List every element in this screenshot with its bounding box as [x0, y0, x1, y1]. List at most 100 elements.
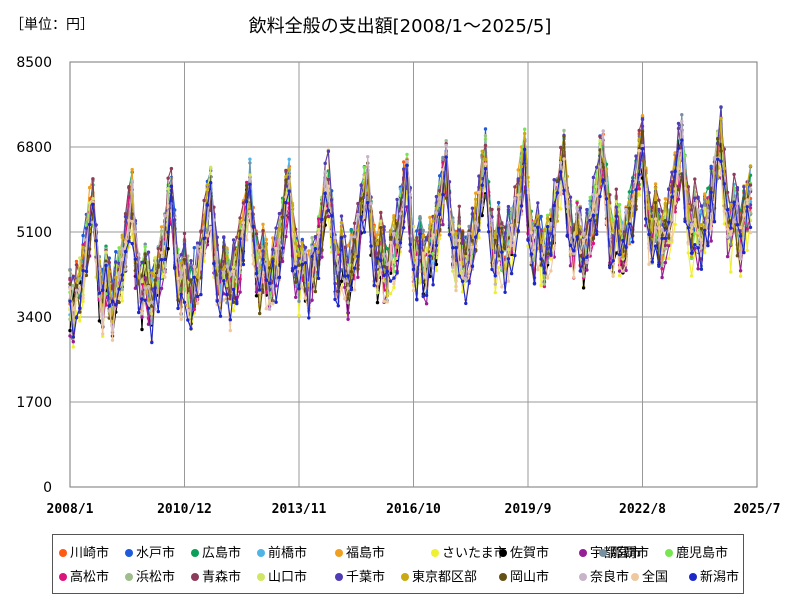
series-point	[722, 209, 726, 213]
series-point	[709, 166, 713, 171]
series-point	[578, 250, 582, 255]
legend-label: 広島市	[202, 546, 242, 561]
series-point	[176, 306, 180, 311]
series-point	[464, 240, 468, 244]
series-point	[451, 269, 455, 273]
series-point	[375, 232, 380, 237]
series-point	[568, 250, 573, 254]
series-point	[526, 238, 530, 242]
series-point	[375, 282, 380, 286]
series-point	[683, 219, 687, 224]
series-point	[107, 269, 112, 274]
series-point	[405, 205, 409, 209]
series-point	[173, 265, 177, 269]
series-point	[104, 250, 108, 254]
series-point	[748, 173, 753, 177]
series-point	[709, 186, 713, 190]
series-point	[411, 224, 416, 229]
series-point	[601, 178, 605, 182]
series-point	[467, 279, 471, 283]
series-point	[735, 223, 740, 227]
series-point	[591, 175, 596, 180]
series-point	[617, 212, 622, 216]
series-point	[467, 229, 471, 233]
series-point	[670, 170, 674, 174]
series-point	[470, 239, 475, 243]
series-point	[745, 248, 749, 253]
series-point	[696, 195, 700, 199]
series-point	[631, 179, 635, 183]
series-point	[297, 253, 301, 258]
series-point	[166, 187, 170, 191]
series-point	[516, 193, 520, 197]
series-point	[595, 232, 599, 236]
series-point	[110, 299, 115, 303]
series-point	[428, 215, 432, 220]
series-point	[84, 273, 89, 278]
series-point	[287, 189, 291, 193]
series-point	[454, 238, 458, 242]
series-point	[388, 271, 393, 275]
series-point	[689, 229, 694, 234]
series-point	[130, 241, 134, 246]
series-point	[719, 171, 723, 175]
series-point	[676, 197, 681, 201]
series-point	[267, 299, 272, 303]
series-point	[676, 146, 681, 150]
series-point	[660, 275, 664, 280]
series-point	[483, 157, 488, 162]
series-point	[235, 266, 239, 270]
series-point	[568, 195, 573, 199]
series-point	[627, 199, 632, 204]
y-tick-label: 3400	[16, 310, 52, 326]
series-point	[336, 304, 340, 308]
series-point	[457, 228, 461, 232]
series-point	[428, 254, 432, 258]
series-point	[421, 234, 425, 238]
series-point	[192, 246, 196, 250]
series-point	[182, 242, 187, 247]
series-point	[245, 183, 249, 188]
series-point	[631, 240, 635, 244]
series-point	[395, 197, 399, 202]
legend-marker	[579, 549, 587, 557]
series-point	[572, 251, 576, 256]
series-point	[712, 156, 717, 160]
series-point	[657, 264, 661, 268]
legend-item: 高松市	[59, 566, 109, 585]
series-point	[84, 226, 89, 230]
series-point	[738, 234, 743, 238]
series-point	[411, 267, 416, 272]
series-point	[460, 290, 465, 294]
series-point	[480, 203, 484, 208]
series-point	[199, 292, 203, 297]
series-point	[290, 203, 295, 208]
series-point	[176, 254, 180, 258]
series-point	[150, 300, 154, 304]
series-point	[539, 257, 543, 261]
legend-marker	[665, 549, 673, 557]
legend-item: 広島市	[191, 542, 241, 561]
series-point	[140, 311, 144, 315]
series-point	[215, 299, 219, 303]
legend-item: 奈良市	[579, 566, 629, 585]
series-point	[480, 149, 484, 153]
series-point	[101, 288, 105, 292]
series-point	[159, 251, 164, 255]
series-point	[408, 242, 412, 247]
series-point	[621, 269, 625, 273]
series-point	[313, 289, 318, 294]
series-point	[336, 250, 340, 254]
series-point	[568, 243, 573, 248]
series-point	[114, 250, 118, 254]
series-point	[503, 246, 507, 251]
series-point	[575, 207, 579, 211]
series-point	[725, 190, 730, 195]
series-point	[150, 271, 154, 275]
series-point	[166, 230, 170, 234]
series-point	[496, 200, 501, 205]
series-point	[598, 138, 602, 143]
series-point	[254, 232, 259, 236]
series-point	[438, 174, 442, 178]
legend-item: さいたま市	[431, 542, 507, 561]
